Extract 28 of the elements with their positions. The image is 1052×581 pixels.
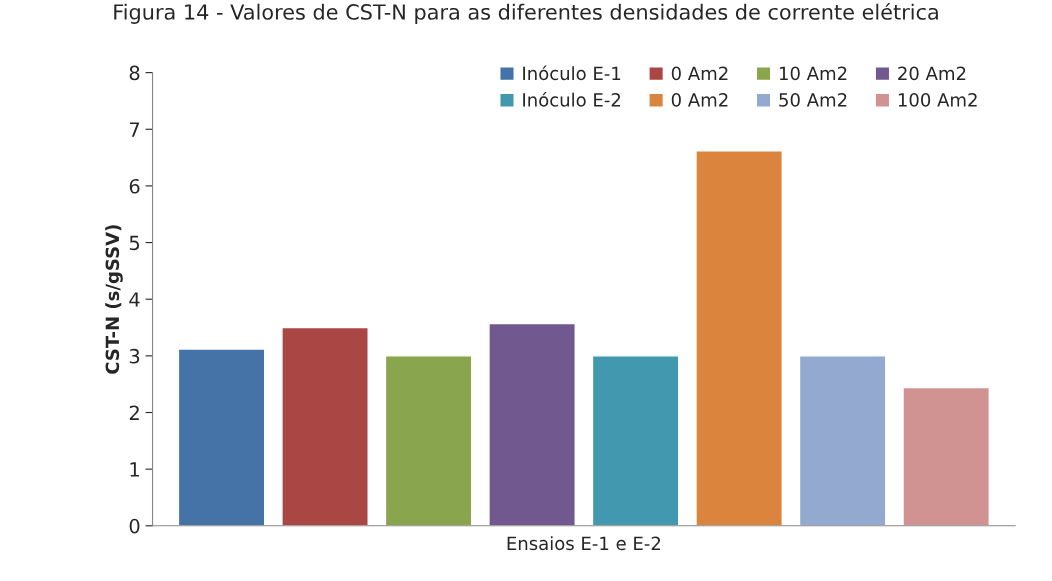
y-tick-label: 0	[129, 518, 140, 534]
y-tick-label: 2	[129, 405, 139, 420]
y-tick-label: 7	[129, 122, 140, 137]
legend-label: 50 Am2	[779, 93, 847, 107]
x-axis-title: Ensaios E-1 e E-2	[507, 536, 661, 551]
bar	[591, 355, 680, 526]
y-tick-label: 3	[129, 348, 140, 364]
y-tick-label: 1	[130, 462, 139, 477]
bar	[488, 322, 576, 526]
chart-title: Figura 14 - Valores de CST-N para as diferentes densidades de corrente elétrica	[114, 2, 938, 24]
y-axis-title: CST-N (s/gSSV)	[105, 225, 123, 374]
legend-label: Inóculo E-1	[523, 65, 621, 81]
bar	[384, 355, 473, 526]
legend-label: 100 Am2	[898, 93, 977, 107]
legend-label: 0 Am2	[671, 93, 728, 107]
y-tick-label: 8	[129, 65, 140, 81]
legend-label: 10 Am2	[779, 66, 847, 81]
legend-label: 20 Am2	[898, 66, 966, 81]
legend-label: Inóculo E-2	[523, 92, 621, 107]
bar	[177, 348, 266, 526]
y-tick-label: 4	[129, 292, 140, 307]
bar	[281, 326, 369, 526]
y-tick-label: 6	[129, 178, 140, 194]
bar	[798, 355, 887, 526]
bar	[902, 386, 990, 526]
legend-label: 0 Am2	[671, 66, 728, 81]
bar	[695, 150, 783, 526]
y-tick-label: 5	[129, 235, 140, 251]
